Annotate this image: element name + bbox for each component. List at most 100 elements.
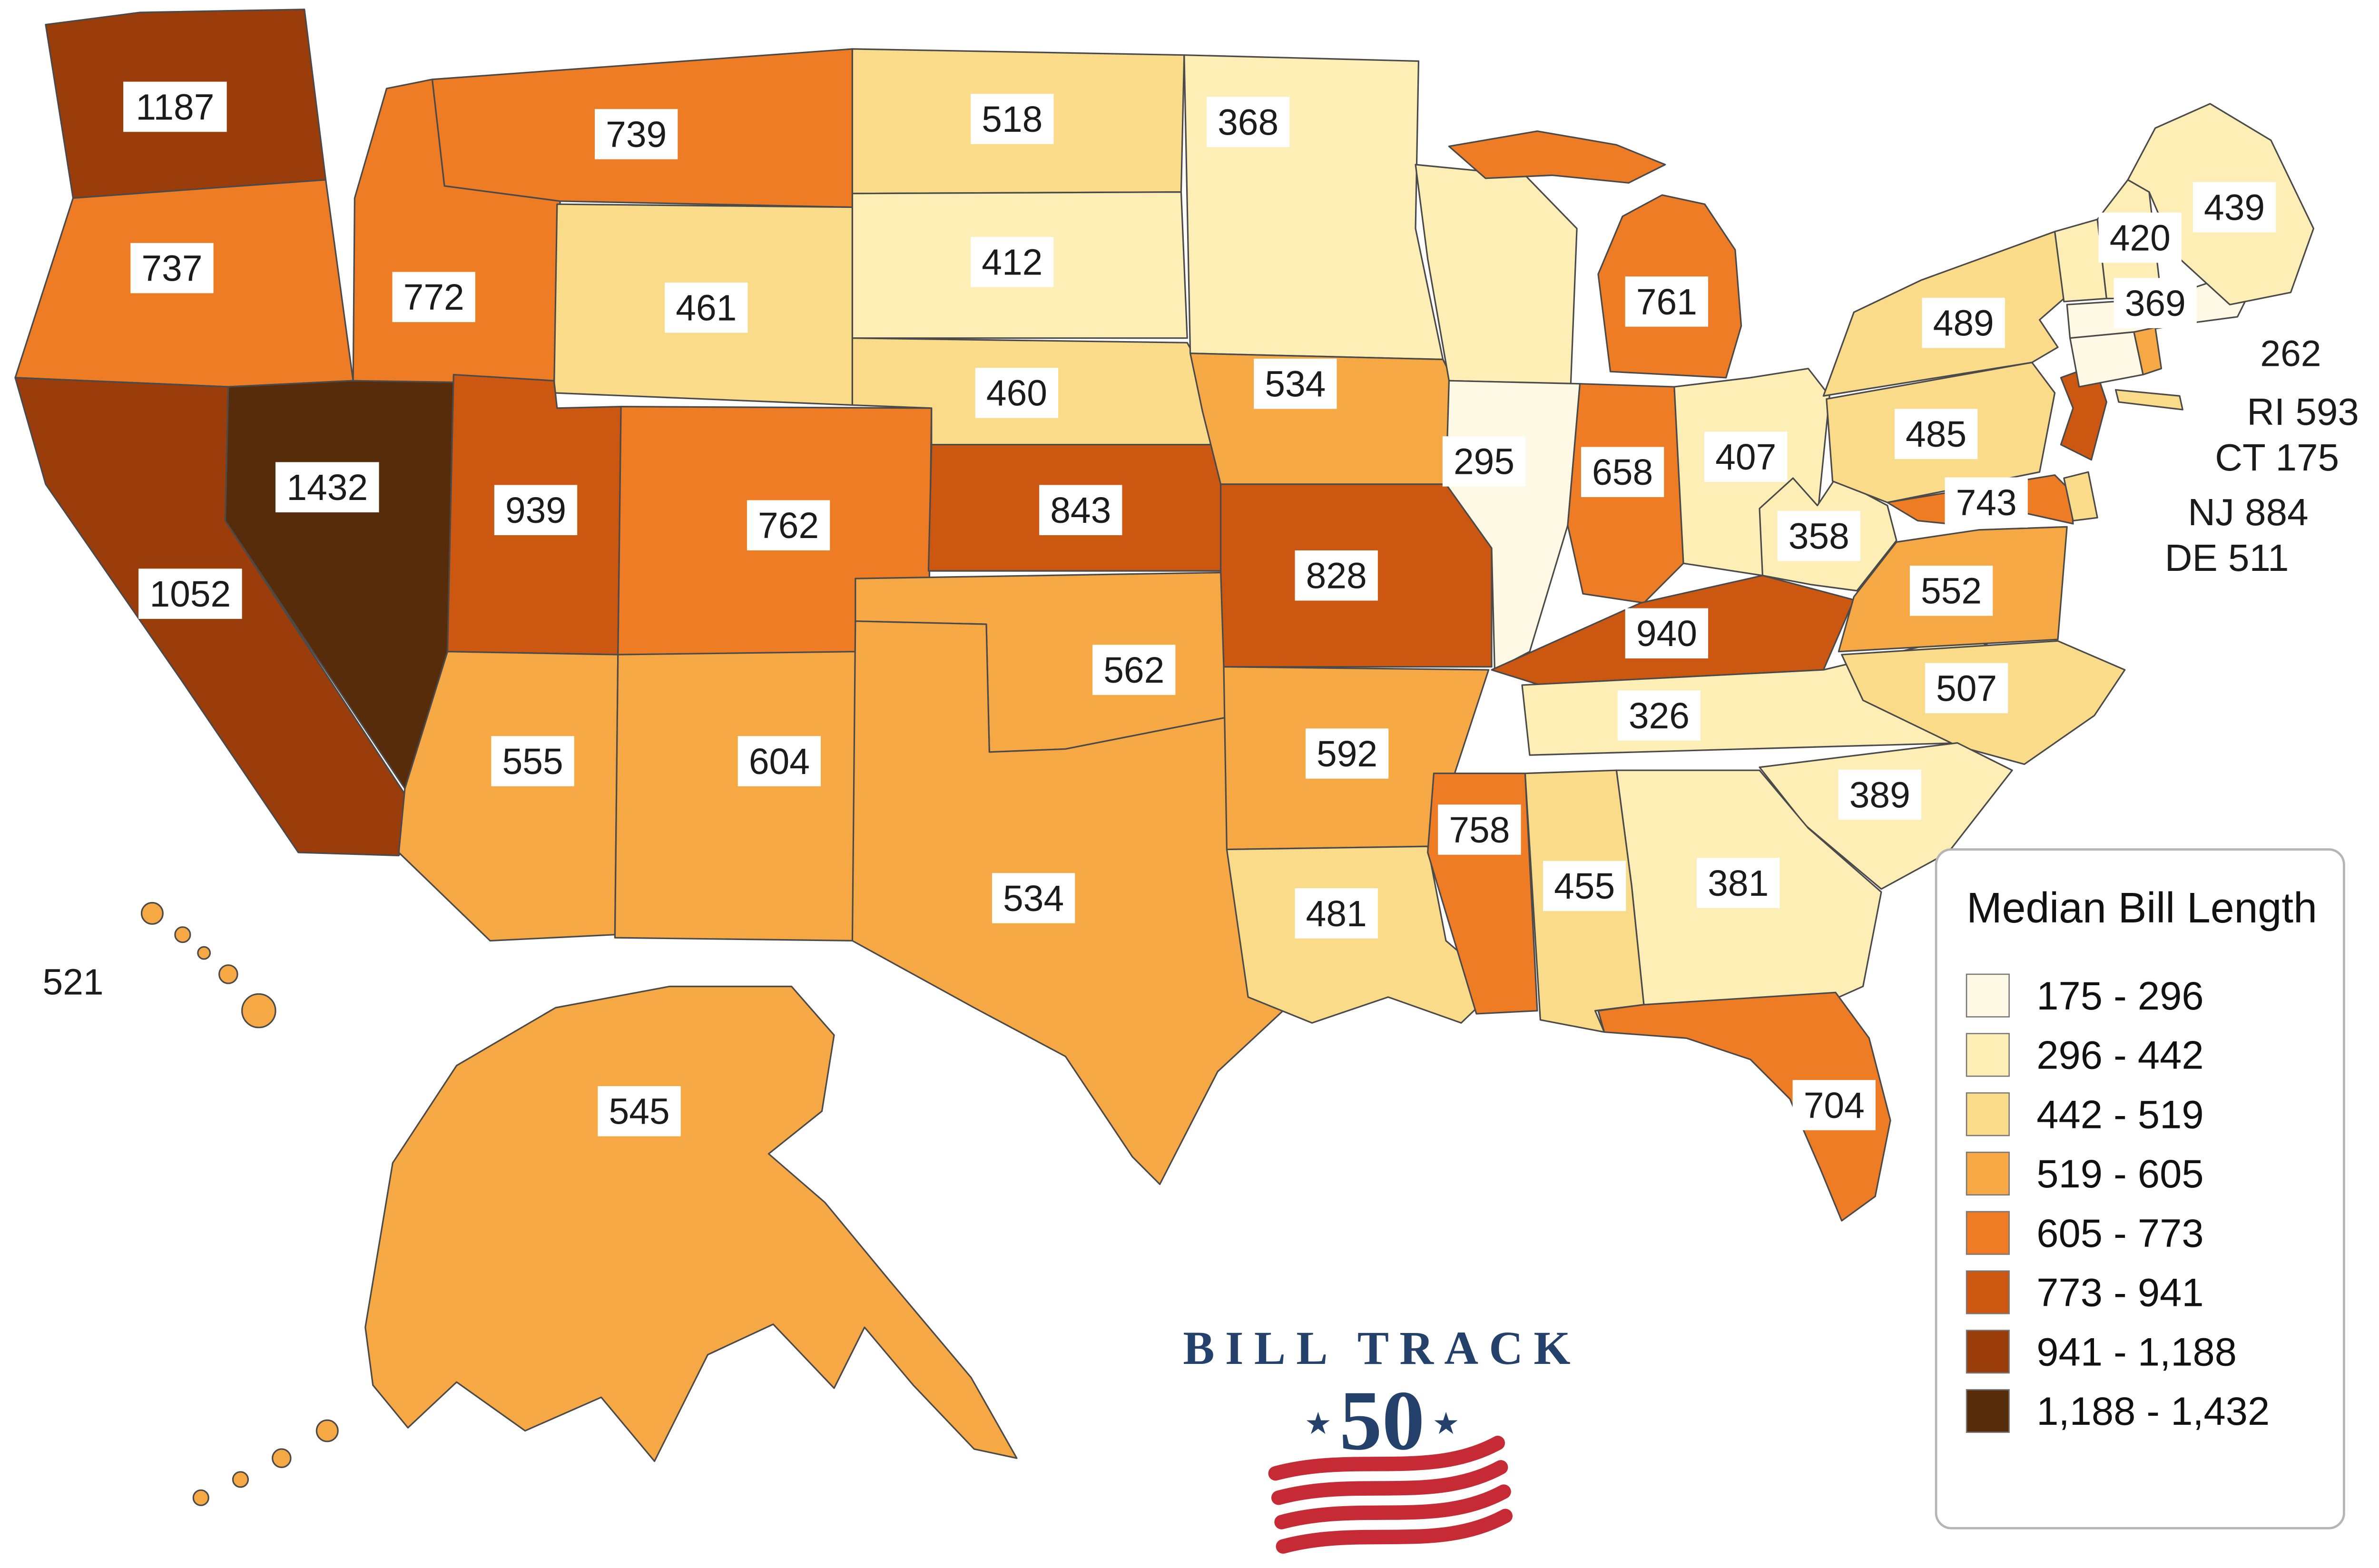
state-value-label: 358 — [1789, 516, 1849, 557]
state-label-MO: 828 — [1295, 550, 1378, 601]
legend-swatch — [1966, 1092, 2010, 1137]
state-value-box — [1039, 485, 1122, 535]
state-AK-island[interactable] — [232, 1471, 249, 1488]
state-label-AR: 592 — [1305, 728, 1389, 779]
state-value-label: 555 — [502, 742, 563, 782]
state-value-box — [1925, 663, 2008, 714]
legend-swatch — [1966, 1389, 2010, 1433]
state-label-PA: 485 — [1894, 409, 1978, 460]
logo-billtrack-text: BILL TRACK — [1183, 1323, 1581, 1374]
state-value-label: 739 — [606, 115, 667, 155]
state-label-IN: 658 — [1581, 447, 1664, 497]
state-value-label: 485 — [1906, 414, 1966, 455]
state-value-label: 743 — [1956, 483, 2017, 523]
state-value-label: 762 — [758, 506, 819, 546]
state-AK-island[interactable] — [315, 1419, 339, 1442]
state-AK[interactable] — [364, 985, 1018, 1462]
state-value-label: 518 — [982, 99, 1042, 140]
state-label-MA: 262 — [2249, 328, 2332, 379]
callout-RI: RI 593 — [2247, 391, 2359, 433]
legend-swatch — [1966, 1211, 2010, 1255]
state-NM[interactable] — [614, 651, 856, 942]
state-value-label: 368 — [1218, 102, 1278, 143]
state-value-box — [1894, 409, 1978, 460]
state-value-box — [992, 873, 1075, 923]
state-value-box — [1581, 447, 1664, 497]
state-value-box — [2192, 182, 2276, 233]
legend: Median Bill Length 175 - 296 296 - 442 442… — [1935, 848, 2345, 1529]
state-NY-long-island[interactable] — [2114, 389, 2183, 411]
state-label-FL: 704 — [1792, 1080, 1876, 1130]
state-label-ID: 772 — [392, 272, 475, 323]
state-value-box — [598, 1086, 681, 1137]
state-value-labels: 1187 737 1052 1432 772 739 461 939 762 5… — [31, 81, 2332, 1137]
state-label-OK: 562 — [1092, 645, 1176, 695]
legend-bucket-label: 773 - 941 — [2036, 1271, 2203, 1315]
state-label-WA: 1187 — [123, 81, 227, 132]
state-value-box — [1792, 1080, 1876, 1130]
state-MI-upper-peninsula[interactable] — [1448, 130, 1666, 184]
state-value-label: 1432 — [286, 468, 368, 508]
callout-labels: RI 593 CT 175 NJ 884 DE 511 — [2165, 391, 2359, 579]
state-value-box — [971, 236, 1054, 287]
state-label-OR: 737 — [130, 243, 214, 294]
state-value-box — [1295, 888, 1378, 939]
state-value-label: 461 — [676, 288, 737, 329]
state-value-label: 939 — [505, 490, 566, 531]
state-label-SD: 412 — [971, 236, 1054, 287]
state-label-CA: 1052 — [138, 568, 242, 619]
state-HI-island[interactable] — [197, 946, 211, 960]
state-label-VA: 552 — [1909, 565, 1993, 616]
state-CT[interactable] — [2069, 331, 2144, 388]
callout-NJ: NJ 884 — [2188, 491, 2308, 533]
state-label-KS: 843 — [1039, 485, 1122, 535]
state-value-label: 940 — [1636, 614, 1697, 654]
state-HI-island[interactable] — [140, 902, 164, 925]
state-value-box — [1625, 608, 1709, 659]
state-value-box — [138, 568, 242, 619]
state-AK-island[interactable] — [192, 1489, 209, 1506]
state-label-NY: 489 — [1922, 297, 2005, 348]
state-label-NV: 1432 — [275, 462, 379, 512]
state-value-label: 761 — [1636, 282, 1697, 323]
state-label-TX: 534 — [992, 873, 1075, 923]
state-label-NE: 460 — [975, 368, 1059, 418]
callout-DE: DE 511 — [2165, 537, 2289, 579]
state-value-box — [971, 94, 1054, 144]
state-AK-island[interactable] — [272, 1448, 292, 1468]
state-value-box — [1438, 804, 1521, 855]
state-value-box — [1922, 297, 2005, 348]
state-label-MT: 739 — [595, 109, 678, 159]
state-label-VT: 369 — [2114, 278, 2197, 328]
state-label-ND: 518 — [971, 94, 1054, 144]
state-RI[interactable] — [2133, 326, 2163, 376]
state-value-box — [275, 462, 379, 512]
state-value-label: 534 — [1265, 364, 1326, 405]
state-label-MN: 368 — [1206, 97, 1290, 147]
state-value-box — [1625, 276, 1709, 327]
state-value-label: 828 — [1306, 556, 1367, 597]
state-value-box — [1909, 565, 1993, 616]
state-value-box — [1442, 436, 1526, 487]
legend-rows: 175 - 296 296 - 442 442 - 519 519 - 605 605 … — [1966, 973, 2270, 1433]
state-HI-island[interactable] — [218, 964, 238, 984]
legend-swatch — [1966, 1033, 2010, 1077]
state-DE[interactable] — [2063, 471, 2098, 522]
state-value-box — [737, 736, 821, 786]
state-value-label: 407 — [1715, 437, 1776, 478]
state-label-AK: 545 — [598, 1086, 681, 1137]
state-label-HI: 521 — [31, 957, 115, 1007]
logo-star-left-icon: ★ — [1305, 1406, 1332, 1441]
legend-swatch — [1966, 973, 2010, 1018]
state-value-label: 1187 — [136, 87, 214, 127]
state-HI-island[interactable] — [174, 926, 191, 943]
states-layer — [14, 9, 2315, 1506]
state-HI-island[interactable] — [241, 993, 276, 1029]
state-value-box — [665, 282, 748, 333]
state-value-label: 545 — [609, 1092, 670, 1132]
state-FL[interactable] — [1597, 991, 1891, 1222]
state-value-box — [2098, 212, 2182, 263]
state-value-box — [1206, 97, 1290, 147]
state-label-NH: 420 — [2098, 212, 2182, 263]
state-value-label: 772 — [403, 277, 464, 318]
